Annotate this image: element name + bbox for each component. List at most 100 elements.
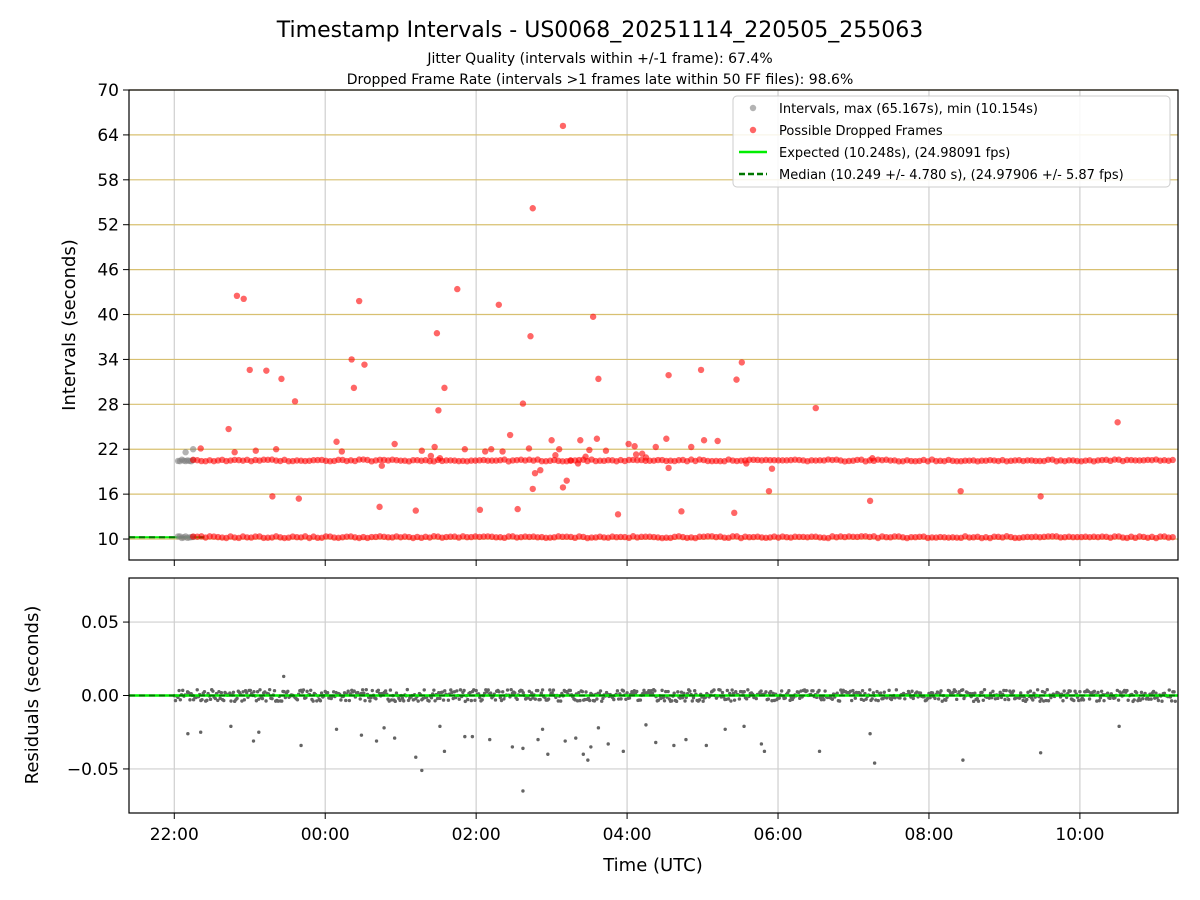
dropped-frame-point bbox=[506, 431, 514, 439]
residual-point bbox=[1169, 699, 1174, 703]
dropped-frame-point bbox=[589, 313, 597, 320]
residual-point bbox=[1132, 698, 1136, 702]
dropped-frame-point bbox=[595, 375, 602, 383]
dropped-frame-point bbox=[665, 464, 672, 472]
dropped-frame-point bbox=[246, 366, 253, 374]
residual-point bbox=[533, 697, 538, 701]
residual-point bbox=[777, 696, 781, 700]
residual-point bbox=[205, 698, 209, 703]
residual-point bbox=[420, 768, 424, 773]
residual-point bbox=[672, 743, 676, 748]
residual-point bbox=[392, 736, 397, 740]
dropped-frame-point bbox=[225, 425, 232, 433]
x-tick-label: 10:00 bbox=[1055, 825, 1104, 845]
residual-point bbox=[1031, 698, 1035, 702]
residual-point bbox=[1154, 691, 1158, 695]
residual-point bbox=[463, 734, 467, 739]
dropped-frame-point bbox=[514, 505, 521, 513]
residual-point bbox=[730, 688, 734, 692]
residual-point bbox=[823, 689, 827, 693]
residual-point bbox=[398, 698, 402, 703]
residual-point bbox=[981, 698, 985, 702]
dropped-frame-point bbox=[278, 375, 285, 383]
residual-point bbox=[470, 734, 475, 739]
residual-point bbox=[521, 690, 525, 695]
legend-marker bbox=[749, 126, 757, 134]
dropped-frame-point bbox=[625, 440, 632, 448]
residual-point bbox=[849, 698, 854, 703]
dropped-frame-point bbox=[291, 398, 299, 405]
residual-point bbox=[359, 733, 364, 737]
dropped-frame-point bbox=[240, 295, 247, 303]
dropped-frame-point bbox=[714, 437, 721, 445]
dropped-frame-point bbox=[869, 455, 876, 462]
residual-point bbox=[433, 699, 437, 703]
residual-point bbox=[638, 698, 643, 702]
residual-point bbox=[835, 691, 839, 695]
top-y-tick-label: 22 bbox=[97, 440, 119, 460]
residual-point bbox=[188, 698, 192, 702]
residual-point bbox=[961, 758, 965, 762]
residual-point bbox=[501, 690, 505, 694]
residual-point bbox=[779, 689, 784, 693]
residual-point bbox=[568, 688, 573, 693]
residual-point bbox=[872, 761, 877, 765]
residual-point bbox=[437, 691, 441, 695]
residual-point bbox=[1081, 698, 1086, 702]
legend-label: Expected (10.248s), (24.98091 fps) bbox=[779, 146, 1010, 161]
legend-marker bbox=[749, 104, 757, 112]
residual-point bbox=[1045, 688, 1049, 692]
dropped-frame-point bbox=[488, 446, 495, 453]
top-y-tick-label: 58 bbox=[97, 171, 119, 191]
residual-point bbox=[191, 697, 196, 702]
residual-point bbox=[251, 739, 256, 743]
dropped-frame-point bbox=[567, 457, 574, 464]
residual-point bbox=[704, 743, 709, 748]
bottom-y-tick-label: 0.05 bbox=[81, 613, 119, 633]
dropped-frame-point bbox=[688, 443, 695, 451]
dropped-frame-point bbox=[665, 371, 672, 379]
dropped-frame-point bbox=[418, 447, 426, 454]
residual-point bbox=[737, 697, 742, 701]
dropped-frame-point bbox=[1169, 456, 1176, 464]
residual-point bbox=[429, 696, 434, 700]
residual-point bbox=[498, 695, 503, 700]
residual-point bbox=[1149, 697, 1153, 701]
residual-point bbox=[235, 696, 239, 701]
residual-point bbox=[1003, 697, 1007, 702]
residual-point bbox=[766, 697, 771, 701]
dropped-frame-point bbox=[652, 443, 659, 451]
residual-point bbox=[635, 689, 639, 694]
residual-point bbox=[480, 698, 484, 702]
residual-point bbox=[457, 697, 461, 701]
residual-point bbox=[442, 749, 447, 754]
residual-point bbox=[894, 688, 899, 692]
residual-point bbox=[732, 698, 737, 702]
residual-point bbox=[344, 698, 348, 703]
residual-point bbox=[982, 687, 987, 692]
interval-point bbox=[182, 449, 189, 456]
residual-point bbox=[252, 690, 256, 694]
residual-point bbox=[1061, 699, 1065, 703]
residual-point bbox=[868, 731, 872, 736]
residual-point bbox=[662, 699, 667, 703]
legend-label: Median (10.249 +/- 4.780 s), (24.97906 +… bbox=[779, 168, 1124, 183]
residual-point bbox=[195, 688, 199, 692]
residual-point bbox=[871, 691, 876, 695]
residual-point bbox=[598, 689, 603, 693]
residual-point bbox=[546, 752, 550, 756]
residual-point bbox=[315, 699, 319, 703]
top-y-tick-label: 10 bbox=[97, 530, 119, 550]
residual-point bbox=[674, 699, 679, 704]
dropped-frame-point bbox=[537, 466, 544, 474]
residual-point bbox=[393, 699, 397, 704]
residual-point bbox=[427, 699, 431, 703]
residual-point bbox=[664, 689, 668, 694]
residual-point bbox=[352, 689, 356, 693]
dropped-frame-point bbox=[738, 359, 745, 366]
dropped-frame-point bbox=[433, 330, 441, 337]
dropped-frame-point bbox=[295, 495, 303, 502]
residual-point bbox=[267, 687, 272, 692]
residual-point bbox=[304, 695, 308, 700]
residual-point bbox=[676, 690, 680, 694]
